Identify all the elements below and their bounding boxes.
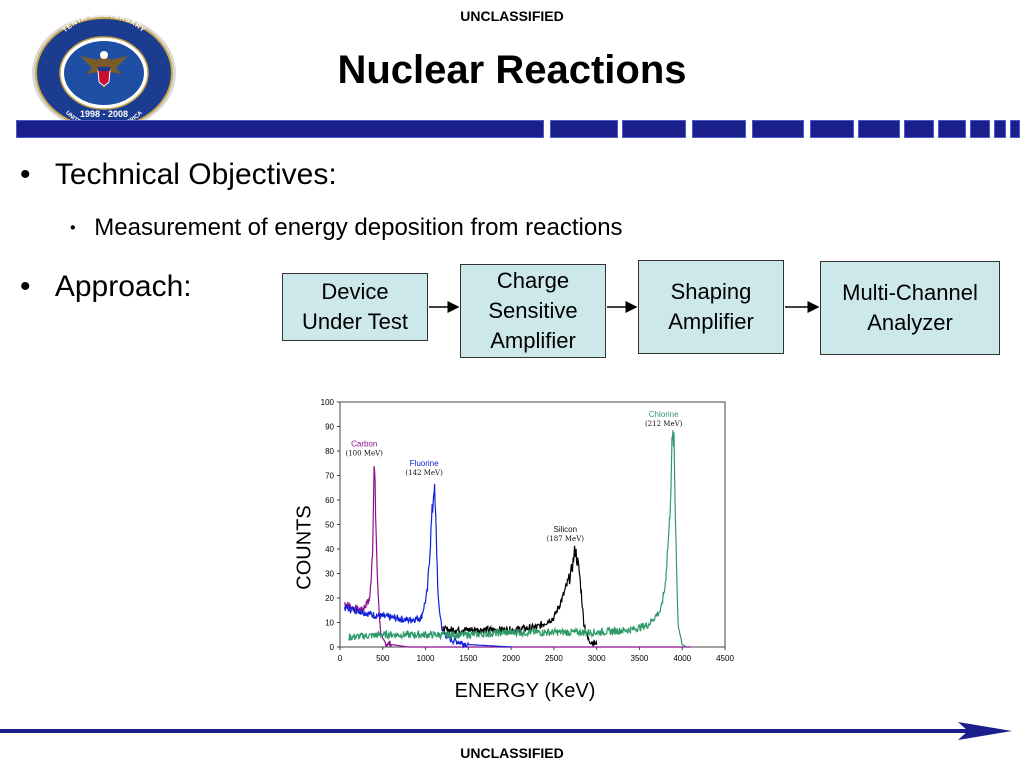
svg-text:1998 - 2008: 1998 - 2008	[80, 109, 128, 119]
bullet-dot: •	[20, 270, 31, 303]
y-tick-label: 10	[325, 619, 334, 628]
peak-energy-fluorine: (142 MeV)	[405, 469, 443, 477]
series-line-silicon	[442, 545, 598, 647]
y-tick-label: 80	[325, 447, 334, 456]
peak-energy-carbon: (100 MeV)	[346, 449, 384, 457]
y-tick-label: 100	[321, 398, 335, 407]
x-tick-label: 3500	[631, 654, 649, 663]
flow-box-label: Multi-Channel Analyzer	[842, 280, 978, 335]
y-tick-label: 70	[325, 472, 334, 481]
bullet-technical-objectives: • Technical Objectives:	[20, 158, 337, 192]
peak-label-silicon: Silicon	[553, 525, 577, 534]
peak-label-chlorine: Chlorine	[649, 410, 679, 419]
y-axis-title: COUNTS	[293, 505, 316, 590]
title-banner	[16, 118, 1024, 138]
y-tick-label: 90	[325, 423, 334, 432]
footer-arrow-bar	[0, 722, 1012, 740]
classification-header: UNCLASSIFIED	[460, 8, 564, 24]
bullet-label: Measurement of energy deposition from re…	[94, 214, 623, 241]
flow-box-label: Device Under Test	[302, 279, 408, 334]
slide-title: Nuclear Reactions	[337, 48, 687, 92]
peak-label-carbon: Carbon	[351, 439, 377, 448]
sub-bullet-objective: • Measurement of energy deposition from …	[70, 214, 623, 242]
flow-box-shaping-amplifier: Shaping Amplifier	[638, 260, 784, 354]
x-tick-label: 2500	[545, 654, 563, 663]
x-tick-label: 2000	[502, 654, 520, 663]
series-line-chlorine	[348, 430, 687, 648]
flow-box-label: Shaping Amplifier	[668, 279, 754, 334]
flow-box-device-under-test: Device Under Test	[282, 273, 428, 341]
bullet-approach: • Approach:	[20, 270, 192, 304]
x-tick-label: 1000	[417, 654, 435, 663]
y-tick-label: 60	[325, 496, 334, 505]
bullet-label: Technical Objectives:	[54, 158, 337, 191]
peak-energy-chlorine: (212 MeV)	[645, 420, 683, 428]
bullet-label: Approach:	[54, 270, 192, 303]
flow-box-charge-sensitive-amplifier: Charge Sensitive Amplifier	[460, 264, 606, 358]
bullet-dot: •	[20, 158, 31, 191]
x-tick-label: 4500	[716, 654, 734, 663]
classification-footer: UNCLASSIFIED	[460, 745, 564, 761]
series-line-fluorine	[343, 483, 512, 649]
y-tick-label: 30	[325, 570, 334, 579]
x-axis-title: ENERGY (KeV)	[454, 680, 596, 702]
y-tick-label: 0	[330, 643, 335, 652]
y-tick-label: 40	[325, 545, 334, 554]
y-tick-label: 50	[325, 521, 334, 530]
x-tick-label: 1500	[459, 654, 477, 663]
x-tick-label: 3000	[588, 654, 606, 663]
y-tick-label: 20	[325, 594, 334, 603]
x-tick-label: 4000	[673, 654, 691, 663]
bullet-dot: •	[70, 219, 76, 237]
plot-area	[339, 401, 726, 648]
x-tick-label: 0	[338, 654, 343, 663]
flow-box-multi-channel-analyzer: Multi-Channel Analyzer	[820, 261, 1000, 355]
peak-label-fluorine: Fluorine	[410, 459, 439, 468]
x-tick-label: 500	[376, 654, 390, 663]
series-line-carbon	[343, 466, 691, 648]
flow-box-label: Charge Sensitive Amplifier	[488, 268, 578, 353]
peak-energy-silicon: (187 MeV)	[547, 535, 585, 543]
